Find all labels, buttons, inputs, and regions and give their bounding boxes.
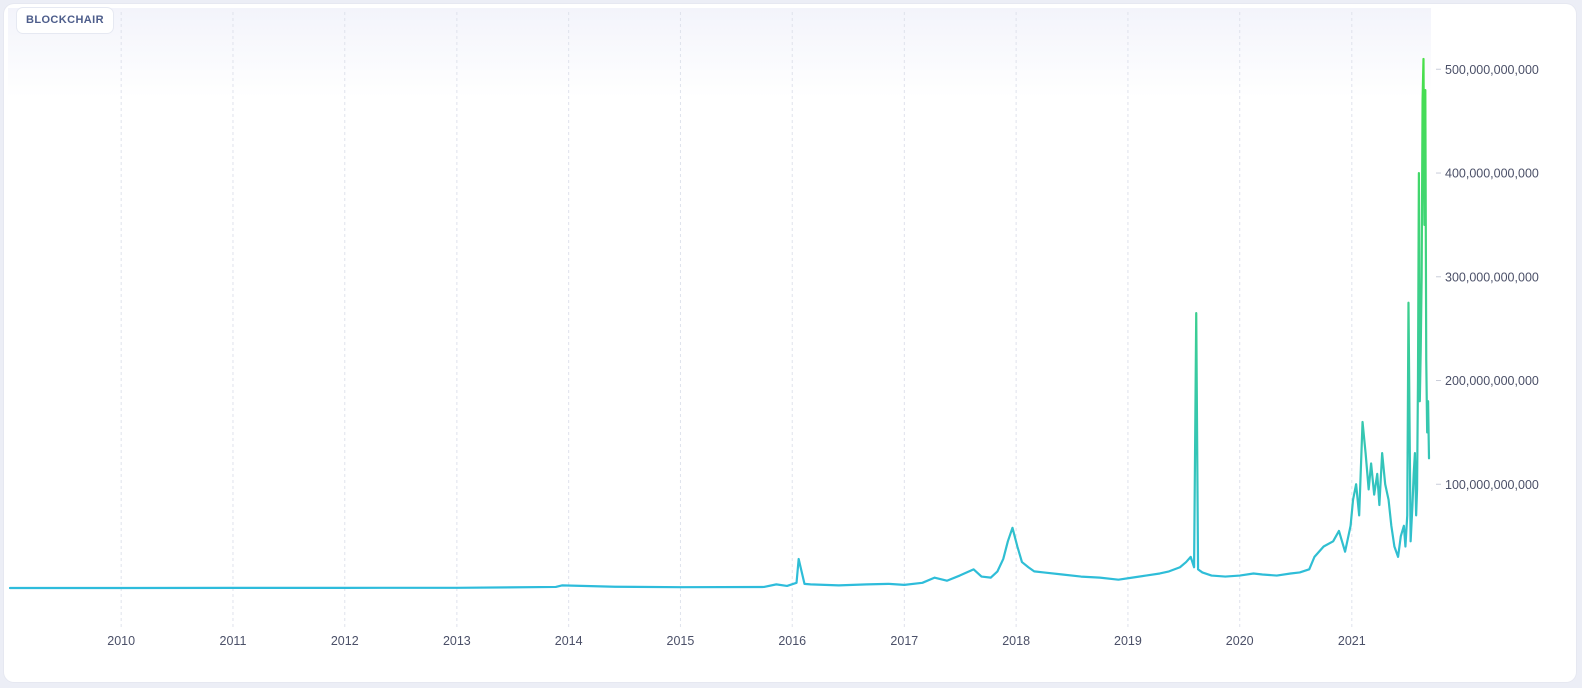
blockchair-logo: BLOCKCHAIR: [16, 7, 114, 34]
x-tick-label: 2020: [1226, 634, 1254, 648]
grid-lines: [120, 12, 1353, 628]
x-tick-label: 2015: [667, 634, 695, 648]
x-tick-label: 2010: [107, 634, 135, 648]
x-tick-label: 2011: [220, 634, 247, 648]
x-tick-label: 2017: [890, 634, 918, 648]
y-tick-label: 200,000,000,000: [1445, 374, 1539, 388]
y-tick-label: 400,000,000,000: [1445, 167, 1539, 181]
chart-card: BLOCKCHAIR 2010 2011 2012 2013 2014 2015 2016 2…: [4, 4, 1576, 682]
x-tick-label: 2018: [1002, 634, 1030, 648]
y-tick-label: 100,000,000,000: [1445, 478, 1539, 492]
y-tick-label: 500,000,000,000: [1445, 63, 1539, 77]
x-tick-label: 2013: [443, 634, 471, 648]
chart-canvas[interactable]: 2010 2011 2012 2013 2014 2015 2016 2017 2018 2019…: [4, 4, 1576, 682]
series-layer: [8, 57, 1431, 590]
x-tick-label: 2021: [1338, 634, 1366, 648]
plot-band: [8, 8, 1431, 98]
x-tick-label: 2012: [331, 634, 359, 648]
x-tick-label: 2014: [555, 634, 583, 648]
series-line-0[interactable]: [8, 57, 1431, 590]
x-axis: 2010 2011 2012 2013 2014 2015 2016 2017 2018 2019…: [107, 634, 1365, 648]
x-tick-label: 2019: [1114, 634, 1142, 648]
y-tick-label: 300,000,000,000: [1445, 270, 1539, 284]
x-tick-label: 2016: [778, 634, 806, 648]
y-axis: 100,000,000,000 200,000,000,000 300,000,00…: [1436, 63, 1539, 492]
